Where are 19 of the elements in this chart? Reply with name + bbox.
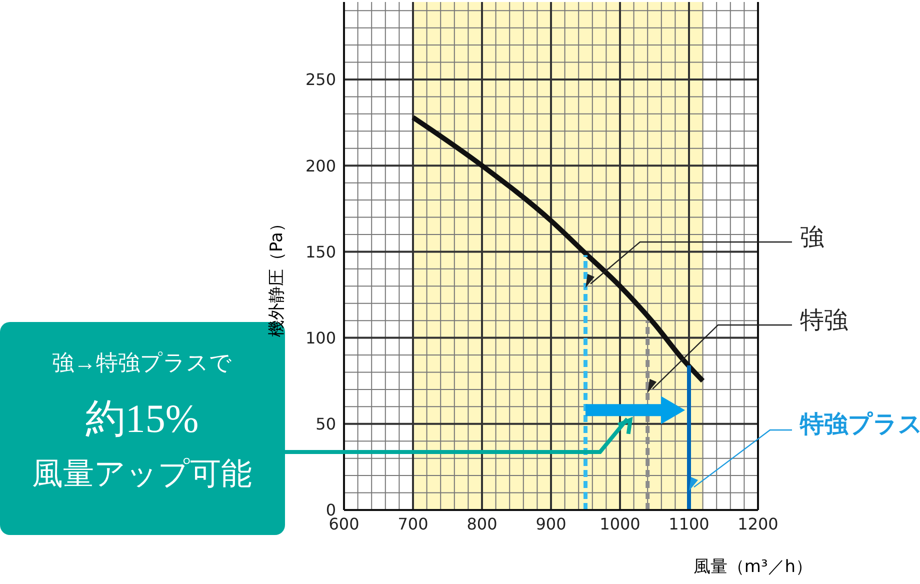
x-tick-label: 800 bbox=[466, 514, 498, 534]
text: 約15% bbox=[85, 396, 199, 441]
y-tick-label: 100 bbox=[305, 328, 336, 348]
y-tick-label: 250 bbox=[305, 70, 336, 90]
x-tick-label: 700 bbox=[398, 514, 428, 534]
x-tick-label: 900 bbox=[536, 514, 566, 534]
text: 強→特強プラスで bbox=[52, 350, 232, 375]
text: 風量アップ可能 bbox=[32, 456, 252, 491]
x-tick-label: 1200 bbox=[738, 514, 778, 534]
y-tick-label: 150 bbox=[305, 242, 336, 262]
y-axis-title: 機外静圧（Pa） bbox=[267, 215, 287, 337]
annotation: 強 bbox=[800, 225, 824, 251]
annotation: 特強プラス bbox=[799, 411, 920, 438]
y-tick-label: 50 bbox=[316, 414, 336, 434]
y-tick-label: 200 bbox=[305, 156, 336, 176]
annotation: 特強 bbox=[800, 308, 848, 334]
x-tick-label: 1000 bbox=[600, 514, 640, 534]
x-tick-label: 1100 bbox=[668, 514, 710, 534]
x-axis-title: 風量（m³／h） bbox=[693, 557, 813, 577]
